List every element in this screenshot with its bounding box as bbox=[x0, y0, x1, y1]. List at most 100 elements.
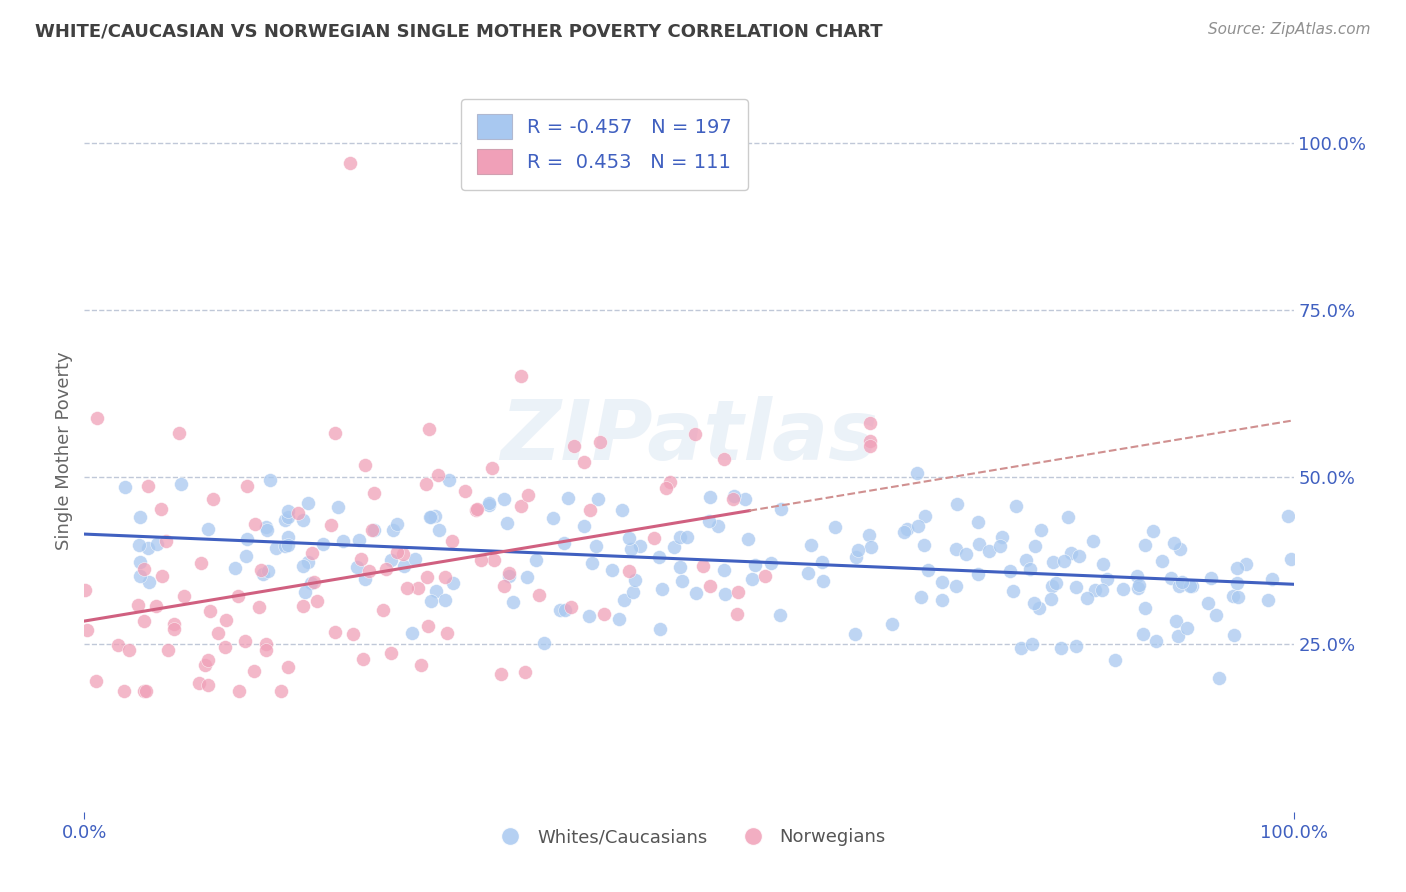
Point bbox=[907, 519, 929, 533]
Point bbox=[162, 617, 184, 632]
Point bbox=[354, 572, 377, 586]
Point bbox=[858, 528, 880, 542]
Point bbox=[418, 619, 440, 633]
Point bbox=[128, 538, 150, 552]
Point bbox=[1081, 533, 1104, 548]
Point bbox=[114, 480, 136, 494]
Point bbox=[374, 562, 396, 576]
Point bbox=[233, 634, 256, 648]
Point bbox=[905, 466, 928, 480]
Point bbox=[1126, 582, 1149, 596]
Point bbox=[1261, 572, 1284, 586]
Point bbox=[277, 510, 299, 524]
Point bbox=[769, 502, 792, 516]
Point bbox=[415, 476, 437, 491]
Point bbox=[1092, 557, 1115, 571]
Point bbox=[498, 569, 520, 583]
Text: Source: ZipAtlas.com: Source: ZipAtlas.com bbox=[1208, 22, 1371, 37]
Point bbox=[395, 581, 418, 595]
Point bbox=[194, 657, 217, 672]
Point bbox=[1029, 523, 1052, 537]
Point bbox=[427, 523, 450, 537]
Point bbox=[437, 473, 460, 487]
Point bbox=[1015, 552, 1038, 566]
Point bbox=[1069, 549, 1091, 564]
Point bbox=[190, 556, 212, 570]
Point bbox=[769, 608, 792, 623]
Point bbox=[498, 566, 520, 581]
Point bbox=[274, 513, 297, 527]
Point bbox=[465, 503, 488, 517]
Point bbox=[136, 541, 159, 555]
Point bbox=[363, 524, 385, 538]
Point bbox=[135, 684, 157, 698]
Point bbox=[859, 434, 882, 449]
Point bbox=[305, 594, 328, 608]
Point bbox=[254, 520, 277, 534]
Point bbox=[454, 483, 477, 498]
Point bbox=[882, 616, 904, 631]
Point bbox=[685, 586, 707, 600]
Point bbox=[256, 564, 278, 578]
Point bbox=[489, 667, 512, 681]
Point bbox=[607, 612, 630, 626]
Point bbox=[418, 422, 440, 436]
Point bbox=[346, 559, 368, 574]
Point bbox=[291, 559, 314, 574]
Point bbox=[620, 542, 643, 557]
Point bbox=[692, 559, 714, 574]
Point bbox=[235, 549, 257, 563]
Point bbox=[270, 684, 292, 698]
Point bbox=[998, 565, 1021, 579]
Point bbox=[650, 622, 672, 636]
Point bbox=[467, 501, 489, 516]
Point bbox=[744, 558, 766, 572]
Point bbox=[1133, 601, 1156, 615]
Point bbox=[617, 564, 640, 578]
Point bbox=[86, 410, 108, 425]
Point bbox=[967, 515, 990, 529]
Point bbox=[404, 551, 426, 566]
Point bbox=[132, 615, 155, 629]
Point bbox=[1166, 614, 1188, 628]
Point bbox=[236, 532, 259, 546]
Point bbox=[478, 498, 501, 512]
Point bbox=[173, 589, 195, 603]
Point bbox=[371, 603, 394, 617]
Point bbox=[1226, 575, 1249, 590]
Point bbox=[706, 518, 728, 533]
Point bbox=[470, 552, 492, 566]
Point bbox=[264, 541, 287, 556]
Point bbox=[1205, 608, 1227, 623]
Point bbox=[1040, 579, 1063, 593]
Point bbox=[713, 452, 735, 467]
Text: ZIPatlas: ZIPatlas bbox=[501, 395, 877, 476]
Point bbox=[132, 562, 155, 576]
Point bbox=[991, 530, 1014, 544]
Point bbox=[352, 652, 374, 666]
Point bbox=[655, 481, 678, 495]
Point bbox=[145, 537, 167, 551]
Point bbox=[966, 566, 988, 581]
Point bbox=[150, 569, 173, 583]
Point bbox=[214, 640, 236, 654]
Point bbox=[515, 665, 537, 679]
Point bbox=[648, 549, 671, 564]
Point bbox=[588, 491, 610, 506]
Point bbox=[1175, 621, 1198, 635]
Point bbox=[859, 439, 882, 453]
Point bbox=[1132, 627, 1154, 641]
Point bbox=[1160, 571, 1182, 585]
Point bbox=[138, 574, 160, 589]
Point bbox=[1222, 589, 1244, 603]
Point bbox=[118, 642, 141, 657]
Point bbox=[1133, 538, 1156, 552]
Point bbox=[198, 604, 221, 618]
Point bbox=[76, 623, 98, 637]
Point bbox=[197, 653, 219, 667]
Point bbox=[1171, 575, 1194, 590]
Point bbox=[1002, 583, 1025, 598]
Point bbox=[425, 583, 447, 598]
Point bbox=[360, 523, 382, 537]
Point bbox=[354, 458, 377, 472]
